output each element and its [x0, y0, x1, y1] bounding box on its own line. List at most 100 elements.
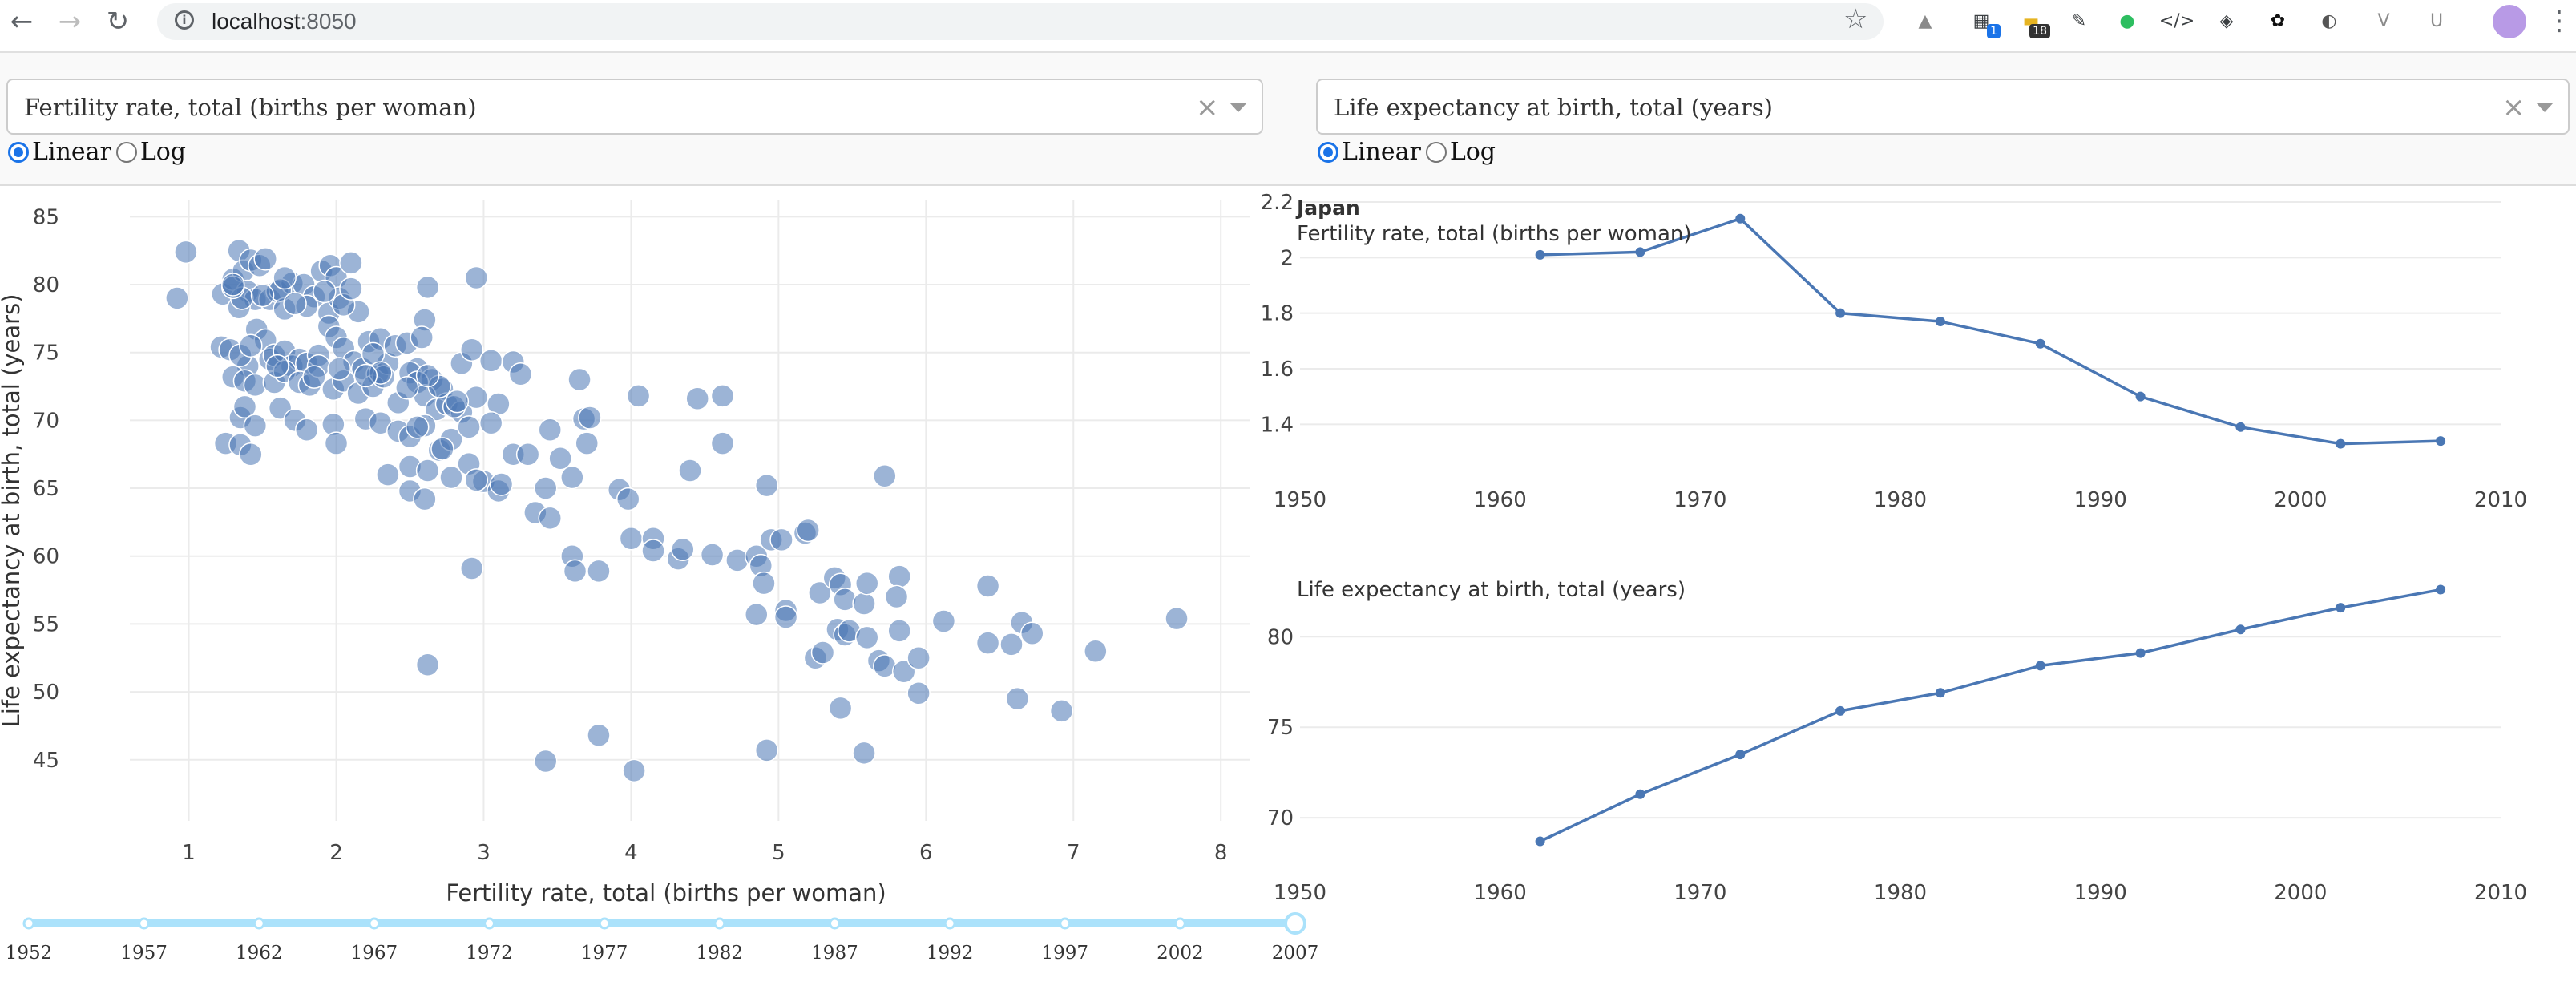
- scatter-point[interactable]: [464, 385, 489, 410]
- scatter-point[interactable]: [221, 273, 245, 297]
- scatter-point[interactable]: [395, 375, 419, 400]
- scatter-point[interactable]: [678, 459, 702, 483]
- scatter-point[interactable]: [700, 543, 725, 567]
- scatter-point[interactable]: [538, 506, 562, 531]
- scatter-point[interactable]: [626, 384, 651, 408]
- fertility-line-chart-data-point[interactable]: [1835, 308, 1846, 318]
- scatter-point[interactable]: [563, 559, 587, 584]
- scatter-point[interactable]: [810, 640, 835, 665]
- scatter-point[interactable]: [671, 537, 695, 562]
- scatter-point[interactable]: [405, 415, 430, 439]
- scatter-point[interactable]: [1165, 606, 1189, 631]
- scatter-point[interactable]: [489, 472, 514, 496]
- fertility-line-chart-data-point[interactable]: [1635, 247, 1645, 257]
- info-icon[interactable]: i: [175, 10, 194, 30]
- url-text[interactable]: localhost:8050: [212, 9, 357, 34]
- scatter-point[interactable]: [906, 646, 931, 670]
- chevron-down-icon[interactable]: [2536, 103, 2554, 112]
- scatter-point[interactable]: [165, 286, 189, 310]
- scatter-point[interactable]: [430, 437, 454, 461]
- fertility-line-chart-data-point[interactable]: [2436, 436, 2446, 447]
- reload-icon[interactable]: ↻: [106, 6, 130, 38]
- scatter-point[interactable]: [294, 418, 319, 442]
- life-line-chart-data-point[interactable]: [2436, 584, 2446, 595]
- code-icon[interactable]: </>: [2159, 6, 2194, 35]
- scatter-point[interactable]: [415, 459, 440, 483]
- scatter-point[interactable]: [548, 447, 572, 471]
- life-line-chart-data-point[interactable]: [2336, 603, 2346, 613]
- scatter-point[interactable]: [239, 442, 263, 467]
- vue-icon[interactable]: V: [2369, 6, 2398, 35]
- scatter-point[interactable]: [616, 487, 640, 511]
- scatter-point[interactable]: [873, 464, 897, 488]
- scatter-point[interactable]: [339, 251, 363, 275]
- scatter-point[interactable]: [685, 386, 709, 411]
- scatter-point[interactable]: [313, 279, 337, 304]
- scatter-point[interactable]: [619, 526, 644, 551]
- bookmark-star-icon[interactable]: ☆: [1843, 3, 1868, 35]
- scatter-point[interactable]: [725, 548, 749, 572]
- scatter-point[interactable]: [884, 584, 909, 609]
- scatter-point[interactable]: [445, 389, 470, 414]
- chevron-down-icon[interactable]: [1229, 103, 1247, 112]
- year-slider-dot[interactable]: [598, 917, 611, 930]
- scatter-point[interactable]: [752, 571, 776, 596]
- scatter-point[interactable]: [265, 354, 289, 378]
- fertility-line-chart-data-point[interactable]: [1935, 317, 1945, 327]
- scatter-point[interactable]: [460, 556, 484, 580]
- scatter-point[interactable]: [852, 741, 876, 766]
- scatter-point[interactable]: [754, 473, 779, 498]
- scatter-point[interactable]: [1084, 639, 1108, 664]
- xaxis-linear-radio[interactable]: [8, 141, 29, 163]
- scatter-point[interactable]: [239, 333, 263, 358]
- scatter-point[interactable]: [1020, 621, 1044, 646]
- year-slider-dot[interactable]: [1059, 917, 1072, 930]
- clear-icon[interactable]: ×: [2502, 91, 2526, 123]
- scatter-point[interactable]: [457, 415, 481, 439]
- scatter-point[interactable]: [641, 539, 665, 563]
- scatter-point[interactable]: [796, 518, 820, 543]
- scatter-point[interactable]: [931, 609, 956, 633]
- scatter-point[interactable]: [243, 414, 268, 438]
- scatter-point[interactable]: [413, 487, 437, 511]
- year-slider-dot[interactable]: [483, 917, 496, 930]
- scatter-point[interactable]: [460, 337, 484, 362]
- scatter-point[interactable]: [410, 325, 434, 350]
- scatter-point[interactable]: [773, 605, 798, 629]
- scatter-point[interactable]: [560, 465, 584, 490]
- scatter-point[interactable]: [515, 442, 540, 467]
- scatter-point[interactable]: [854, 571, 879, 596]
- scatter-point[interactable]: [283, 291, 307, 316]
- scatter-point[interactable]: [324, 431, 349, 455]
- scatter-point[interactable]: [250, 283, 275, 308]
- year-slider-dot[interactable]: [713, 917, 726, 930]
- yaxis-log-label[interactable]: Log: [1449, 138, 1496, 166]
- year-slider-dot[interactable]: [1173, 917, 1186, 930]
- scatter-point[interactable]: [975, 574, 1000, 598]
- xaxis-column-dropdown[interactable]: Fertility rate, total (births per woman)…: [6, 79, 1263, 135]
- scatter-point[interactable]: [273, 265, 297, 290]
- life-line-chart-data-point[interactable]: [1935, 688, 1945, 698]
- scatter-point[interactable]: [587, 723, 611, 748]
- life-line-chart-data-point[interactable]: [2235, 624, 2246, 635]
- profile-avatar[interactable]: [2493, 5, 2526, 38]
- scatter-point[interactable]: [376, 463, 400, 487]
- life-line-chart-data-point[interactable]: [2135, 648, 2146, 658]
- life-line-chart-data-point[interactable]: [2035, 661, 2045, 671]
- fertility-line-chart-data-point[interactable]: [1535, 249, 1545, 260]
- scatter-point[interactable]: [891, 659, 916, 684]
- address-bar[interactable]: i localhost:8050: [157, 3, 1884, 40]
- scatter-point[interactable]: [353, 363, 378, 388]
- fertility-line-chart-data-point[interactable]: [2235, 422, 2246, 432]
- scatter-point[interactable]: [464, 265, 489, 290]
- yaxis-linear-radio[interactable]: [1318, 141, 1338, 163]
- year-slider-dot[interactable]: [943, 917, 956, 930]
- scatter-point[interactable]: [339, 277, 363, 301]
- scatter-point[interactable]: [710, 384, 735, 408]
- fertility-line-chart-data-point[interactable]: [2035, 338, 2045, 349]
- fertility-line-chart-data-point[interactable]: [1735, 213, 1746, 224]
- scatter-point[interactable]: [174, 240, 198, 265]
- scatter-point[interactable]: [578, 406, 602, 430]
- scatter-point[interactable]: [754, 738, 779, 762]
- life-line-chart-data-point[interactable]: [1635, 789, 1645, 799]
